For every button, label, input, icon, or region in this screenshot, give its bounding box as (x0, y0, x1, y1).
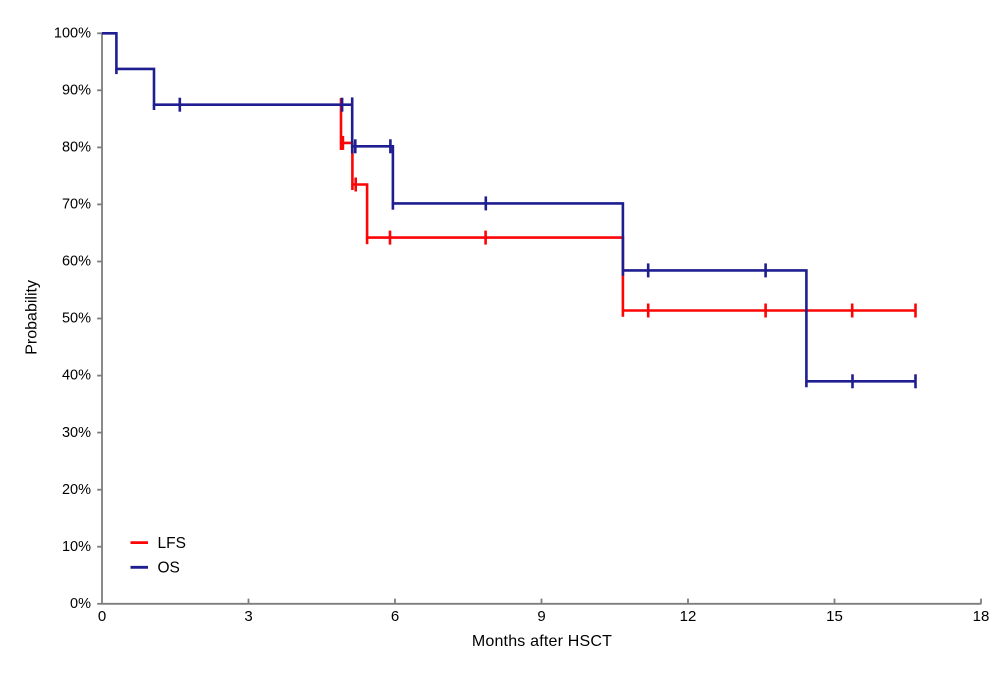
svg-text:20%: 20% (62, 482, 91, 498)
svg-text:80%: 80% (62, 140, 91, 156)
svg-text:18: 18 (973, 608, 990, 625)
svg-text:100%: 100% (54, 25, 91, 41)
svg-text:15: 15 (826, 608, 843, 625)
svg-text:40%: 40% (62, 368, 91, 384)
svg-text:Probability: Probability (23, 280, 40, 355)
svg-text:OS: OS (158, 560, 180, 577)
svg-text:6: 6 (391, 608, 399, 625)
svg-text:90%: 90% (62, 82, 91, 98)
svg-text:12: 12 (680, 608, 697, 625)
svg-text:0: 0 (98, 608, 106, 625)
svg-text:0%: 0% (70, 596, 91, 612)
svg-text:3: 3 (244, 608, 252, 625)
svg-text:30%: 30% (62, 425, 91, 441)
svg-text:Months after HSCT: Months after HSCT (472, 633, 612, 650)
svg-text:10%: 10% (62, 539, 91, 555)
svg-text:60%: 60% (62, 254, 91, 270)
svg-text:70%: 70% (62, 197, 91, 213)
svg-text:50%: 50% (62, 311, 91, 327)
svg-text:9: 9 (537, 608, 545, 625)
svg-text:LFS: LFS (158, 535, 186, 552)
